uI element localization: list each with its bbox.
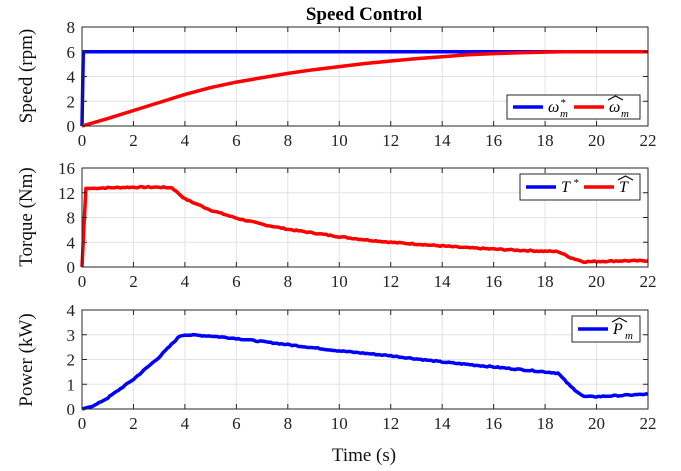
y-tick-label: 1 — [67, 375, 76, 394]
legend-label-1: ω — [609, 99, 620, 116]
y-tick-label: 2 — [67, 351, 76, 370]
x-tick-label: 8 — [284, 131, 293, 150]
x-tick-label: 16 — [485, 131, 502, 150]
x-tick-label: 22 — [640, 272, 657, 291]
x-tick-label: 8 — [284, 414, 293, 433]
x-tick-label: 16 — [485, 272, 502, 291]
series-line-0 — [81, 332, 649, 411]
x-tick-label: 8 — [284, 272, 293, 291]
legend-label-sub: m — [621, 108, 629, 120]
x-tick-label: 2 — [129, 272, 138, 291]
legend-hat-mark — [611, 317, 628, 323]
x-tick-label: 6 — [232, 414, 241, 433]
y-tick-label: 4 — [67, 233, 76, 252]
legend-label-sup: * — [560, 97, 566, 109]
y-tick-label: 2 — [67, 92, 76, 111]
legend-label-sup: * — [573, 177, 579, 189]
x-tick-label: 18 — [537, 414, 554, 433]
x-tick-label: 22 — [640, 131, 657, 150]
y-tick-label: 3 — [67, 326, 76, 345]
x-tick-label: 16 — [485, 414, 502, 433]
x-tick-label: 12 — [382, 131, 399, 150]
y-tick-label: 12 — [58, 184, 75, 203]
y-tick-label: 6 — [67, 43, 76, 62]
x-tick-label: 22 — [640, 414, 657, 433]
x-tick-label: 6 — [232, 131, 241, 150]
x-tick-label: 4 — [181, 131, 190, 150]
x-tick-label: 18 — [537, 131, 554, 150]
x-tick-label: 20 — [588, 272, 605, 291]
y-tick-label: 8 — [67, 18, 76, 37]
legend-label-sub: m — [625, 330, 633, 342]
x-tick-label: 20 — [588, 131, 605, 150]
x-tick-label: 0 — [78, 414, 87, 433]
y-axis-label: Torque (Nm) — [16, 167, 37, 266]
x-tick-label: 2 — [129, 414, 138, 433]
y-tick-label: 4 — [67, 301, 76, 320]
y-tick-label: 0 — [67, 258, 76, 277]
x-tick-label: 6 — [232, 272, 241, 291]
x-tick-label: 12 — [382, 272, 399, 291]
series-line-1 — [80, 184, 649, 268]
y-tick-label: 8 — [67, 209, 76, 228]
x-tick-label: 4 — [181, 272, 190, 291]
x-tick-label: 14 — [434, 272, 452, 291]
y-tick-label: 0 — [67, 400, 76, 419]
legend-label-sub: m — [560, 108, 568, 120]
legend-label-0: ω — [548, 99, 559, 116]
y-tick-label: 16 — [58, 159, 75, 178]
legend-hat-mark — [607, 95, 624, 101]
x-tick-label: 10 — [331, 131, 348, 150]
x-tick-label: 0 — [78, 131, 87, 150]
x-tick-label: 4 — [181, 414, 190, 433]
legend-label-0: T — [561, 179, 571, 196]
legend-label-0: P — [612, 321, 623, 338]
x-tick-label: 0 — [78, 272, 87, 291]
y-tick-label: 4 — [67, 68, 76, 87]
x-tick-label: 20 — [588, 414, 605, 433]
y-axis-label: Speed (rpm) — [16, 29, 37, 123]
x-tick-label: 18 — [537, 272, 554, 291]
x-tick-label: 14 — [434, 414, 452, 433]
legend: ω *m ω m — [506, 94, 641, 120]
legend: T * T — [519, 173, 641, 201]
x-axis-label: Time (s) — [332, 445, 396, 466]
legend-label-1: T — [619, 179, 629, 196]
x-tick-label: 14 — [434, 131, 452, 150]
x-tick-label: 12 — [382, 414, 399, 433]
series-line-1 — [81, 50, 648, 128]
chart-title: Speed Control — [306, 4, 422, 25]
x-tick-label: 2 — [129, 131, 138, 150]
x-tick-label: 10 — [331, 272, 348, 291]
y-axis-label: Power (kW) — [16, 313, 37, 406]
legend-hat-mark — [617, 175, 634, 181]
x-tick-label: 10 — [331, 414, 348, 433]
y-tick-label: 0 — [67, 117, 76, 136]
